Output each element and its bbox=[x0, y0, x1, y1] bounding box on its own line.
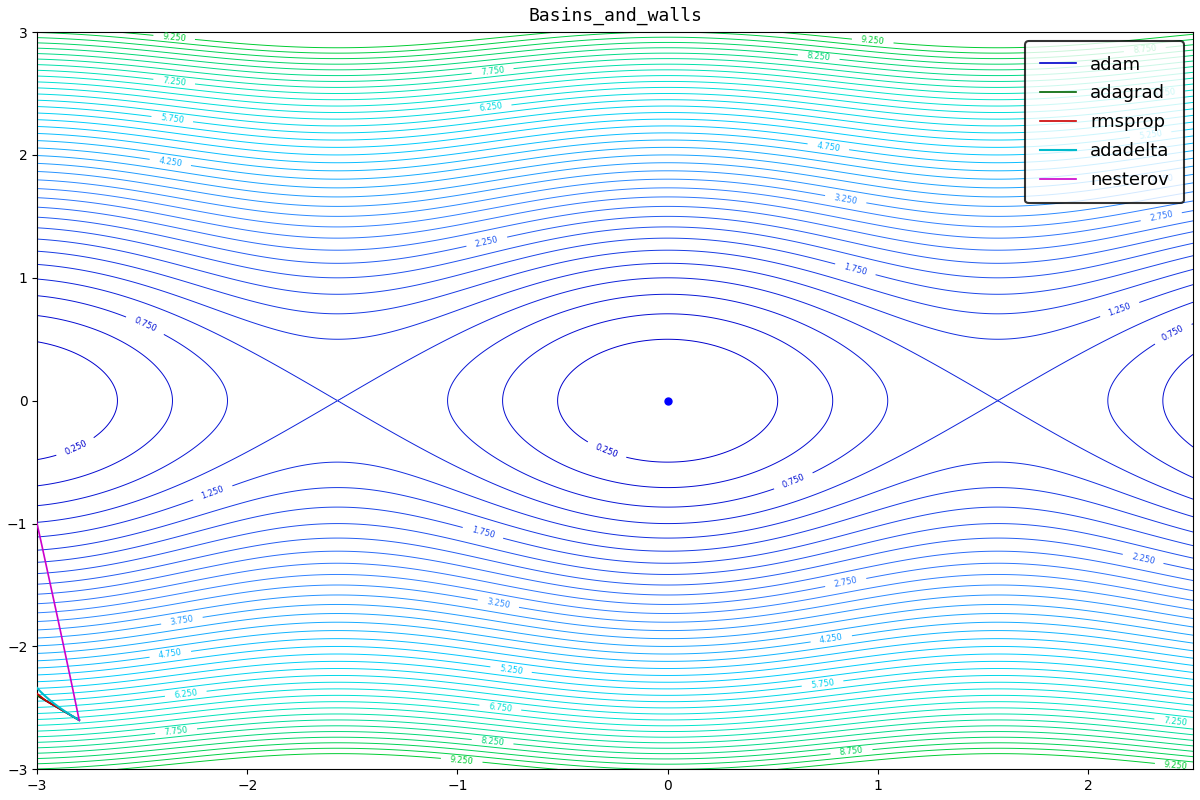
Text: 9.250: 9.250 bbox=[1164, 760, 1188, 771]
Text: 3.250: 3.250 bbox=[833, 193, 858, 206]
Line: rmsprop: rmsprop bbox=[0, 388, 79, 720]
Text: 2.750: 2.750 bbox=[833, 576, 858, 589]
Text: 6.250: 6.250 bbox=[479, 102, 503, 114]
Text: 4.250: 4.250 bbox=[818, 633, 844, 645]
Text: 2.250: 2.250 bbox=[1130, 552, 1156, 566]
adagrad bbox=[0, 396, 14, 406]
Text: 9.250: 9.250 bbox=[162, 32, 186, 43]
Text: 4.750: 4.750 bbox=[816, 141, 841, 153]
adadelta bbox=[72, 715, 86, 725]
adagrad bbox=[0, 396, 14, 406]
Text: 6.250: 6.250 bbox=[174, 688, 198, 700]
adagrad bbox=[0, 397, 14, 406]
rmsprop bbox=[0, 428, 14, 438]
adam bbox=[72, 715, 86, 725]
adam bbox=[11, 346, 25, 355]
Text: 5.750: 5.750 bbox=[810, 678, 835, 690]
Text: 0.750: 0.750 bbox=[781, 473, 806, 490]
rmsprop bbox=[0, 393, 10, 402]
Text: 8.750: 8.750 bbox=[1133, 44, 1157, 55]
rmsprop bbox=[0, 393, 10, 402]
adadelta bbox=[0, 606, 14, 616]
Text: 0.750: 0.750 bbox=[1160, 324, 1186, 343]
adam bbox=[0, 405, 11, 414]
adadelta bbox=[0, 562, 14, 572]
adam bbox=[0, 396, 14, 406]
Text: 0.250: 0.250 bbox=[64, 439, 89, 457]
adadelta bbox=[32, 686, 47, 695]
Line: adadelta: adadelta bbox=[7, 521, 79, 720]
nesterov bbox=[72, 715, 86, 725]
nesterov bbox=[0, 397, 14, 406]
Text: 5.750: 5.750 bbox=[160, 113, 185, 125]
nesterov bbox=[0, 396, 14, 406]
nesterov bbox=[0, 396, 14, 406]
Text: 1.750: 1.750 bbox=[470, 526, 496, 540]
rmsprop bbox=[0, 394, 10, 403]
Text: 1.750: 1.750 bbox=[842, 262, 868, 277]
rmsprop bbox=[72, 715, 86, 725]
Text: 9.250: 9.250 bbox=[450, 754, 474, 766]
adadelta bbox=[0, 516, 14, 526]
adam bbox=[0, 396, 14, 406]
adadelta bbox=[0, 598, 14, 607]
rmsprop bbox=[0, 396, 10, 406]
Line: adam: adam bbox=[0, 350, 79, 720]
adam bbox=[0, 396, 14, 406]
adagrad bbox=[0, 396, 14, 406]
Text: 6.750: 6.750 bbox=[488, 702, 512, 714]
adagrad bbox=[0, 396, 14, 406]
nesterov bbox=[0, 396, 14, 406]
Text: 7.250: 7.250 bbox=[162, 76, 186, 87]
adadelta bbox=[5, 635, 19, 645]
Text: 1.250: 1.250 bbox=[1108, 302, 1133, 318]
Text: 0.750: 0.750 bbox=[132, 316, 158, 334]
Text: 7.250: 7.250 bbox=[1163, 715, 1188, 727]
Text: 5.250: 5.250 bbox=[499, 664, 523, 676]
Text: 7.750: 7.750 bbox=[480, 65, 505, 77]
Text: 2.250: 2.250 bbox=[474, 234, 499, 249]
adagrad bbox=[72, 715, 86, 725]
adadelta bbox=[0, 580, 14, 590]
nesterov bbox=[0, 396, 14, 406]
rmsprop bbox=[0, 383, 10, 393]
Text: 8.250: 8.250 bbox=[806, 51, 830, 63]
Text: 9.250: 9.250 bbox=[860, 35, 884, 46]
adam bbox=[0, 396, 14, 406]
adagrad bbox=[0, 396, 14, 406]
adagrad bbox=[0, 396, 14, 406]
Text: 3.250: 3.250 bbox=[486, 598, 511, 610]
Text: 4.250: 4.250 bbox=[158, 156, 182, 169]
Text: 8.250: 8.250 bbox=[480, 736, 505, 747]
Text: 3.750: 3.750 bbox=[1150, 173, 1175, 186]
rmsprop bbox=[0, 393, 10, 402]
Text: 4.750: 4.750 bbox=[158, 648, 182, 661]
Line: nesterov: nesterov bbox=[0, 288, 79, 720]
Text: 0.250: 0.250 bbox=[594, 442, 619, 459]
Text: 3.750: 3.750 bbox=[169, 614, 194, 627]
Text: 1.250: 1.250 bbox=[200, 485, 226, 501]
rmsprop bbox=[0, 393, 10, 402]
nesterov bbox=[0, 396, 14, 406]
Text: 5.250: 5.250 bbox=[1139, 129, 1163, 141]
Text: 7.750: 7.750 bbox=[163, 726, 188, 737]
Legend: adam, adagrad, rmsprop, adadelta, nesterov: adam, adagrad, rmsprop, adadelta, nester… bbox=[1025, 41, 1184, 203]
Text: 6.750: 6.750 bbox=[1152, 87, 1176, 99]
nesterov bbox=[0, 396, 14, 406]
adam bbox=[0, 396, 14, 406]
Title: Basins_and_walls: Basins_and_walls bbox=[528, 7, 702, 26]
Text: 2.750: 2.750 bbox=[1148, 210, 1174, 223]
Line: adagrad: adagrad bbox=[0, 401, 79, 720]
adam bbox=[0, 396, 14, 406]
Text: 8.750: 8.750 bbox=[839, 746, 864, 758]
